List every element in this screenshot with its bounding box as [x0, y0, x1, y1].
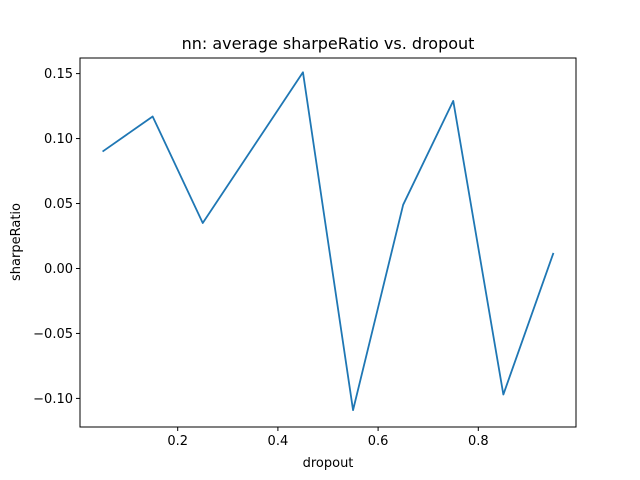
y-tick-label: 0.10 — [44, 132, 73, 147]
y-tick-label: −0.10 — [33, 392, 73, 407]
y-tick-label: 0.05 — [44, 197, 73, 212]
series-line-0 — [102, 71, 555, 412]
y-tick-label: −0.05 — [33, 327, 73, 342]
x-axis-label: dropout — [303, 456, 354, 471]
x-tick-label: 0.4 — [268, 434, 289, 449]
x-tick-label: 0.8 — [468, 434, 489, 449]
y-tick-label: 0.00 — [44, 262, 73, 277]
y-tick-label: 0.15 — [44, 67, 73, 82]
chart-title: nn: average sharpeRatio vs. dropout — [182, 34, 475, 53]
x-tick-label: 0.6 — [368, 434, 389, 449]
y-axis-label: sharpeRatio — [9, 203, 24, 281]
x-tick-label: 0.2 — [167, 434, 188, 449]
axes-frame — [79, 57, 577, 428]
x-axis: 0.2 0.4 0.6 0.8 — [167, 427, 489, 449]
plot-area — [102, 71, 555, 412]
y-axis: −0.10 −0.05 0.00 0.05 0.10 0.15 — [33, 67, 80, 407]
